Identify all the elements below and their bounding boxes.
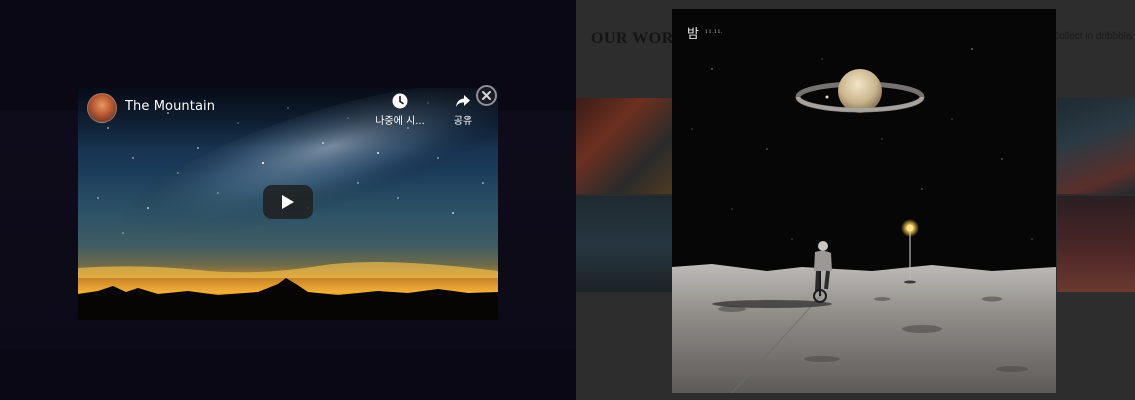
portfolio-thumbnail[interactable] (1057, 196, 1135, 292)
video-player[interactable]: The Mountain 나중에 시... 공유 (78, 88, 498, 320)
clock-icon (392, 93, 408, 109)
section-heading: OUR WORK (591, 30, 687, 47)
share-button[interactable]: 공유 (433, 92, 493, 127)
portfolio-thumbnail[interactable] (576, 98, 672, 194)
lightbox-artwork-image[interactable]: 밤 11.11. (672, 9, 1056, 393)
video-title[interactable]: The Mountain (125, 99, 216, 114)
share-label: 공유 (453, 116, 473, 127)
close-icon (482, 91, 491, 100)
video-top-gradient (78, 88, 498, 148)
portfolio-thumbnail[interactable] (1057, 98, 1135, 194)
moon-saturn-illustration (672, 9, 1056, 393)
artwork-subtitle: 11.11. (705, 29, 723, 35)
chevron-right-icon[interactable]: › (1129, 30, 1133, 44)
close-lightbox-button[interactable] (476, 85, 497, 106)
watch-later-label: 나중에 시... (375, 116, 425, 127)
play-button[interactable] (263, 185, 313, 219)
share-arrow-icon (456, 95, 470, 107)
video-lightbox-overlay[interactable]: The Mountain 나중에 시... 공유 (0, 0, 576, 400)
watch-later-button[interactable]: 나중에 시... (370, 92, 430, 127)
artwork-title: 밤 (687, 27, 699, 42)
play-icon (282, 195, 294, 209)
cyclist-figure (813, 241, 832, 303)
portfolio-thumbnail[interactable] (576, 196, 672, 292)
image-lightbox-overlay[interactable]: OUR WORK Collect in dribbble › (576, 0, 1135, 400)
channel-avatar[interactable] (87, 93, 117, 123)
dribbble-link[interactable]: Collect in dribbble (1052, 31, 1132, 42)
